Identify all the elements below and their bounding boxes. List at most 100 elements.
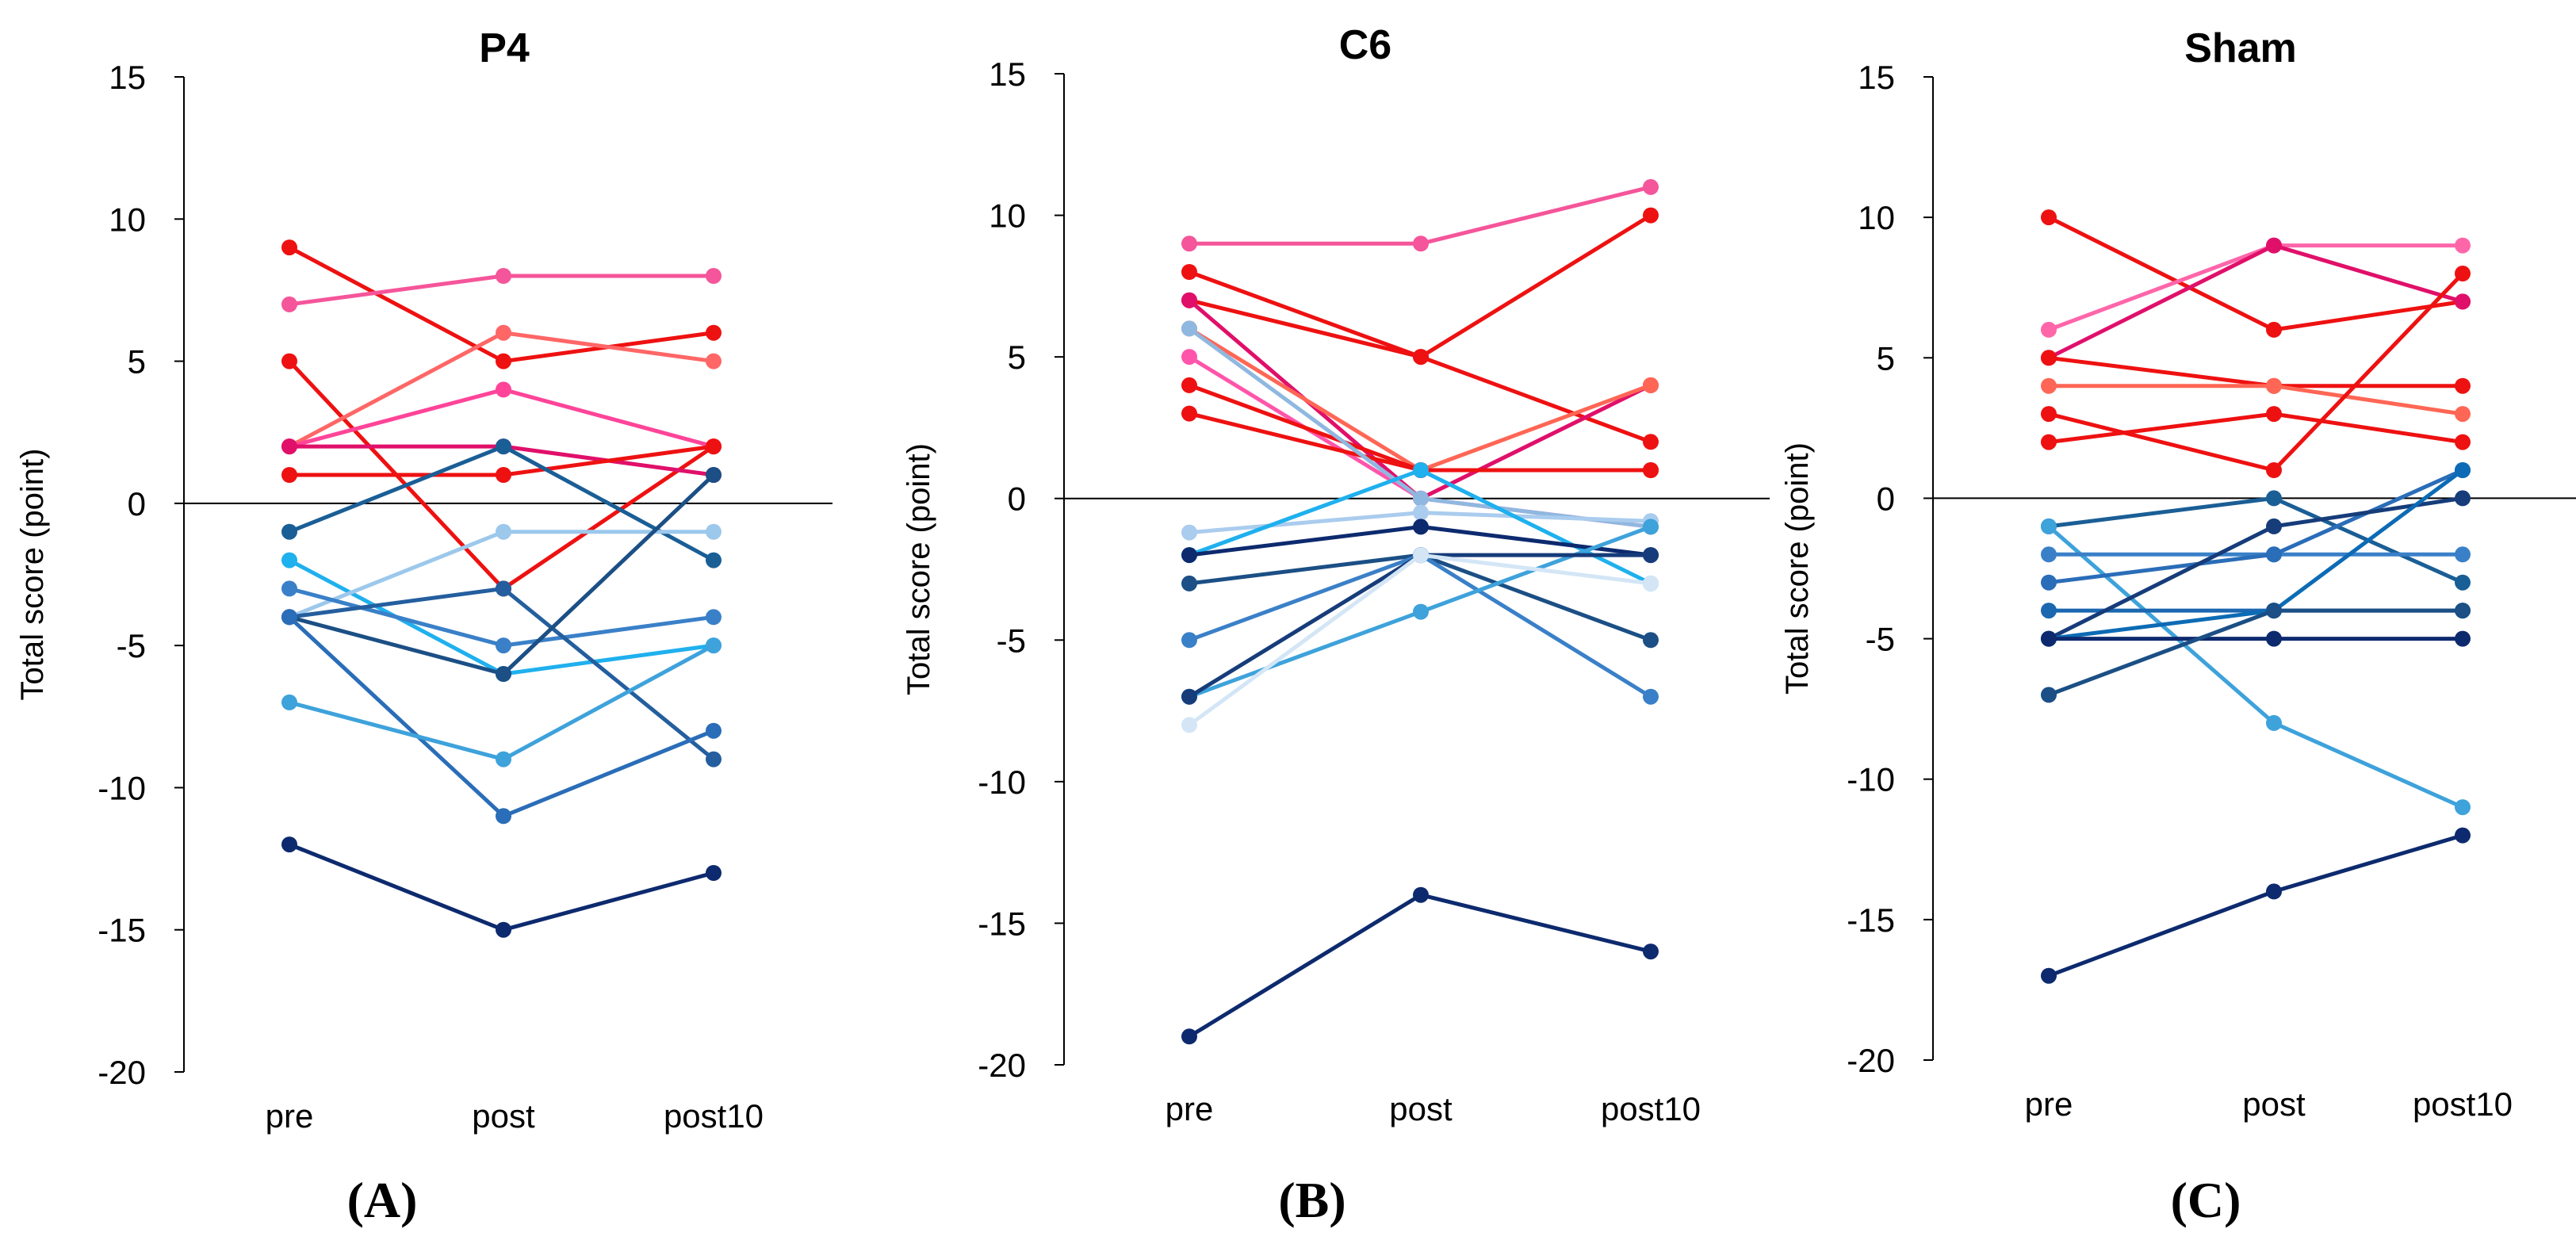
data-point [706, 438, 722, 455]
data-point [1181, 264, 1197, 280]
series-line [1188, 553, 1652, 727]
data-point [2266, 377, 2282, 394]
y-axis-label: Total score (point) [901, 443, 936, 695]
data-point [2455, 546, 2471, 563]
data-point [2455, 406, 2471, 423]
series-line [2048, 608, 2463, 697]
y-tick-label: -15 [978, 905, 1026, 942]
y-tick-label: -5 [1866, 621, 1895, 658]
y-tick-label: 5 [128, 343, 146, 381]
series-line [2048, 468, 2464, 585]
data-point [706, 324, 722, 341]
data-point [2041, 603, 2057, 619]
series-line [2048, 496, 2464, 584]
data-point [1643, 632, 1659, 649]
series-line [289, 842, 714, 932]
data-point [2041, 434, 2057, 450]
data-point [2266, 546, 2282, 563]
data-point [281, 467, 297, 483]
data-point [2041, 350, 2057, 366]
data-point [1181, 235, 1197, 252]
data-point [706, 865, 722, 881]
series-line [1188, 893, 1652, 1039]
data-point [2041, 687, 2057, 703]
series-line [289, 586, 714, 648]
y-tick-label: -10 [98, 769, 146, 806]
y-tick-label: 5 [1008, 339, 1026, 376]
y-tick-label: -5 [117, 627, 146, 664]
y-tick-label: 10 [989, 197, 1026, 235]
data-point [1643, 575, 1659, 591]
data-point [2266, 630, 2282, 647]
data-point [281, 694, 297, 710]
y-tick-label: -15 [98, 912, 146, 949]
data-point [2455, 434, 2471, 450]
data-point [496, 381, 511, 398]
data-point [706, 353, 722, 369]
data-point [706, 637, 722, 654]
series-line [288, 558, 714, 676]
series-line [2048, 243, 2463, 332]
x-tick-label: post [472, 1097, 535, 1135]
data-point [1181, 524, 1197, 541]
data-point [2266, 462, 2282, 478]
data-point [496, 353, 511, 369]
y-tick-label: 5 [1877, 339, 1895, 377]
data-point [1643, 688, 1659, 705]
data-point [1181, 377, 1197, 393]
y-tick-label: 10 [109, 201, 146, 238]
data-point [2041, 518, 2057, 534]
chart-title: Sham [2184, 25, 2297, 71]
data-point [2041, 630, 2057, 647]
data-point [1413, 547, 1429, 564]
x-tick-label: pre [266, 1097, 314, 1135]
data-point [2266, 321, 2282, 338]
y-tick-label: -5 [997, 622, 1026, 659]
data-point [2455, 827, 2471, 844]
data-point [2041, 546, 2057, 563]
data-point [1181, 717, 1197, 733]
data-point [496, 580, 511, 597]
data-point [496, 438, 511, 455]
data-point [496, 523, 511, 540]
data-point [706, 268, 722, 284]
series-line [1189, 185, 1652, 246]
panel-c6: C6 (B) 15 10 5 0 -5 -10 -15 -20 pre post post10 Tot… [901, 22, 1770, 1228]
data-point [1643, 944, 1659, 960]
data-point [1181, 575, 1197, 591]
x-tick-label: post [1389, 1090, 1453, 1127]
data-point [281, 836, 297, 853]
data-point [1643, 377, 1659, 393]
data-point [496, 268, 511, 284]
data-point [281, 353, 297, 369]
data-point [496, 324, 511, 341]
y-tick-label: 0 [128, 485, 146, 522]
y-tick-label: 15 [109, 59, 146, 96]
y-tick-label: 15 [1858, 59, 1895, 96]
data-point [1413, 886, 1429, 903]
data-point [1181, 688, 1197, 705]
data-point [706, 467, 722, 483]
series-line [289, 643, 715, 762]
data-point [2455, 630, 2471, 647]
data-point [2041, 209, 2057, 226]
data-point [496, 637, 511, 654]
data-point [1181, 1028, 1197, 1045]
data-point [1181, 405, 1197, 422]
data-point [2041, 321, 2057, 338]
chart-title: C6 [1339, 22, 1391, 68]
chart-title: P4 [479, 25, 530, 71]
data-point [2041, 377, 2057, 394]
data-point [2266, 883, 2282, 900]
data-point [1413, 349, 1429, 366]
data-point [2455, 237, 2471, 254]
data-point [1413, 519, 1429, 535]
data-point [706, 722, 722, 739]
data-point [2455, 266, 2471, 281]
data-point [1181, 632, 1197, 649]
data-point [1413, 603, 1429, 620]
data-point [281, 523, 297, 540]
data-point [496, 467, 511, 483]
data-point [1643, 434, 1659, 450]
